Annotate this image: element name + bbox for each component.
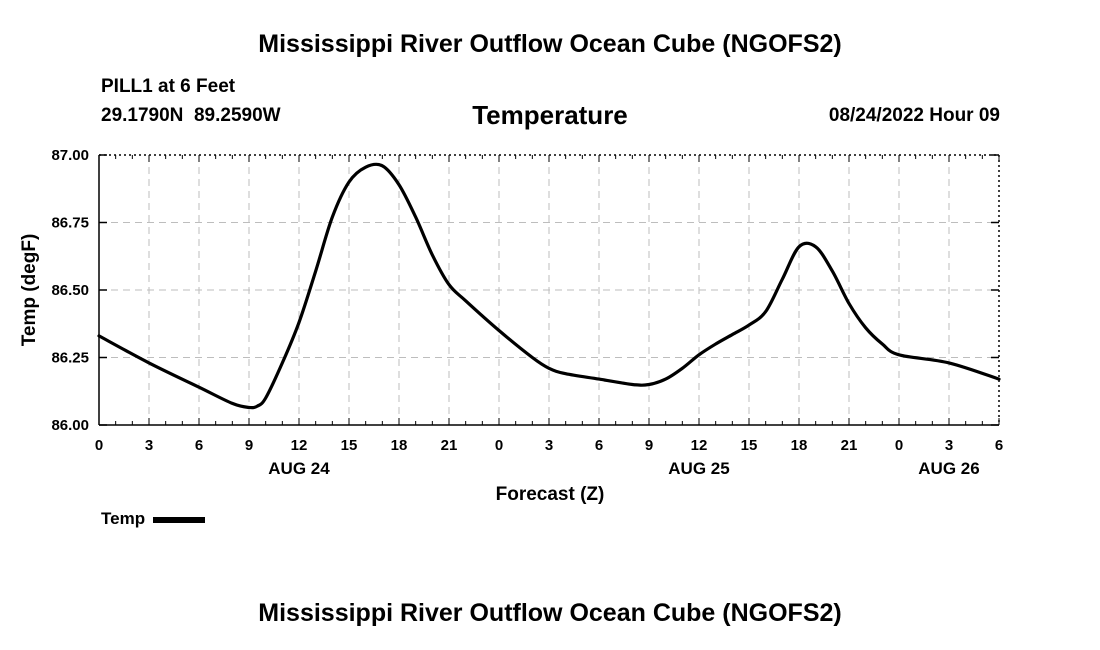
- x-tick-label: 15: [741, 437, 758, 454]
- y-tick-label: 87.00: [51, 147, 89, 164]
- x-tick-label: 6: [195, 437, 203, 454]
- longitude: 89.2590W: [193, 105, 281, 126]
- y-axis-label: Temp (degF): [19, 234, 40, 347]
- legend-swatch: [153, 517, 206, 523]
- y-tick-label: 86.00: [51, 417, 89, 434]
- chart-main-title: Mississippi River Outflow Ocean Cube (NG…: [258, 30, 842, 58]
- x-tick-label: 18: [391, 437, 408, 454]
- x-date-label: AUG 24: [268, 459, 330, 478]
- x-date-label: AUG 25: [668, 459, 729, 478]
- x-tick-label: 18: [791, 437, 808, 454]
- x-tick-label: 3: [145, 437, 153, 454]
- x-tick-label: 0: [95, 437, 103, 454]
- forecast-datetime: 08/24/2022 Hour 09: [828, 105, 1000, 126]
- x-tick-label: 6: [595, 437, 603, 454]
- tick-labels: 0 3 6 9 12 15 18 21 0 3 6 9 12 15 18 21 0 3 6 AUG 24 AUG 25 A…: [51, 147, 1003, 478]
- x-tick-label: 6: [995, 437, 1003, 454]
- legend: Temp: [101, 509, 206, 529]
- x-axis-label: Forecast (Z): [496, 484, 605, 505]
- station-coordinates: 29.1790N 89.2590W: [101, 105, 281, 127]
- chart-subtitle: Temperature: [472, 100, 628, 130]
- series: [97, 162, 1001, 410]
- x-tick-label: 9: [245, 437, 253, 454]
- legend-label: Temp: [101, 509, 146, 528]
- grid: [99, 155, 999, 425]
- x-tick-label: 0: [495, 437, 503, 454]
- x-tick-label: 15: [341, 437, 358, 454]
- x-tick-label: 12: [691, 437, 708, 454]
- footer-title: Mississippi River Outflow Ocean Cube (NG…: [258, 599, 842, 627]
- ticks: [98, 154, 1000, 426]
- x-date-label: AUG 26: [918, 459, 979, 478]
- y-tick-label: 86.75: [51, 215, 89, 232]
- series-line-temp: [97, 162, 1001, 410]
- x-tick-label: 21: [441, 437, 458, 454]
- x-tick-label: 21: [841, 437, 858, 454]
- x-tick-label: 3: [545, 437, 553, 454]
- x-tick-label: 9: [645, 437, 653, 454]
- x-tick-label: 12: [291, 437, 308, 454]
- station-label: PILL1 at 6 Feet: [101, 76, 236, 97]
- x-tick-label: 3: [945, 437, 953, 454]
- latitude: 29.1790N: [101, 105, 184, 126]
- y-tick-label: 86.50: [51, 282, 89, 299]
- y-tick-label: 86.25: [51, 350, 89, 367]
- x-tick-label: 0: [895, 437, 903, 454]
